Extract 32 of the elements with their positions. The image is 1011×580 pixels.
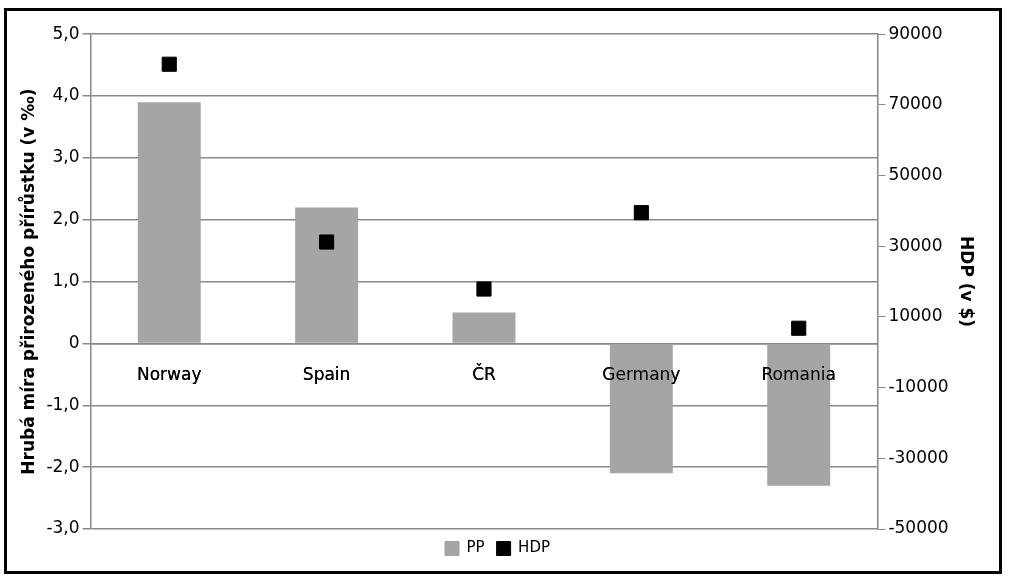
bar	[137, 102, 201, 343]
y-tick-label: 2,0	[52, 208, 80, 229]
y-tick-label: 3,0	[52, 146, 80, 167]
y2-tick-label: 30000	[888, 234, 943, 255]
y2-tick-label: -30000	[888, 446, 949, 467]
y2-axis-title: HDP (v $)	[957, 236, 978, 328]
point	[791, 320, 807, 336]
legend-label: HDP	[518, 538, 550, 557]
y-tick-label: 1,0	[52, 270, 80, 291]
y2-tick-label: 70000	[888, 93, 943, 114]
bar	[295, 207, 359, 343]
point	[319, 234, 335, 250]
y2-tick-label: -10000	[888, 376, 949, 397]
y-axis-title: Hrubá míra přirozeného přírůstku (v ‰)	[16, 88, 38, 475]
y2-tick-label: 90000	[888, 22, 943, 43]
point	[633, 205, 649, 221]
x-tick-label: Norway	[137, 364, 202, 385]
y2-tick-label: -50000	[888, 517, 949, 538]
x-tick-label: Spain	[302, 364, 351, 385]
y2-tick-label: 10000	[888, 305, 943, 326]
y-tick-label: 0	[68, 331, 80, 352]
y-tick-label: 5,0	[52, 22, 80, 43]
y-tick-label: -1,0	[46, 393, 80, 414]
y-tick-label: 4,0	[52, 84, 80, 105]
bar	[452, 312, 516, 343]
x-tick-label: ČR	[472, 363, 496, 385]
y-tick-label: -3,0	[46, 517, 80, 538]
point	[161, 56, 177, 72]
y-tick-label: -2,0	[46, 455, 80, 476]
y2-tick-label: 50000	[888, 163, 943, 184]
legend-label: PP	[466, 538, 485, 557]
point	[476, 281, 492, 297]
